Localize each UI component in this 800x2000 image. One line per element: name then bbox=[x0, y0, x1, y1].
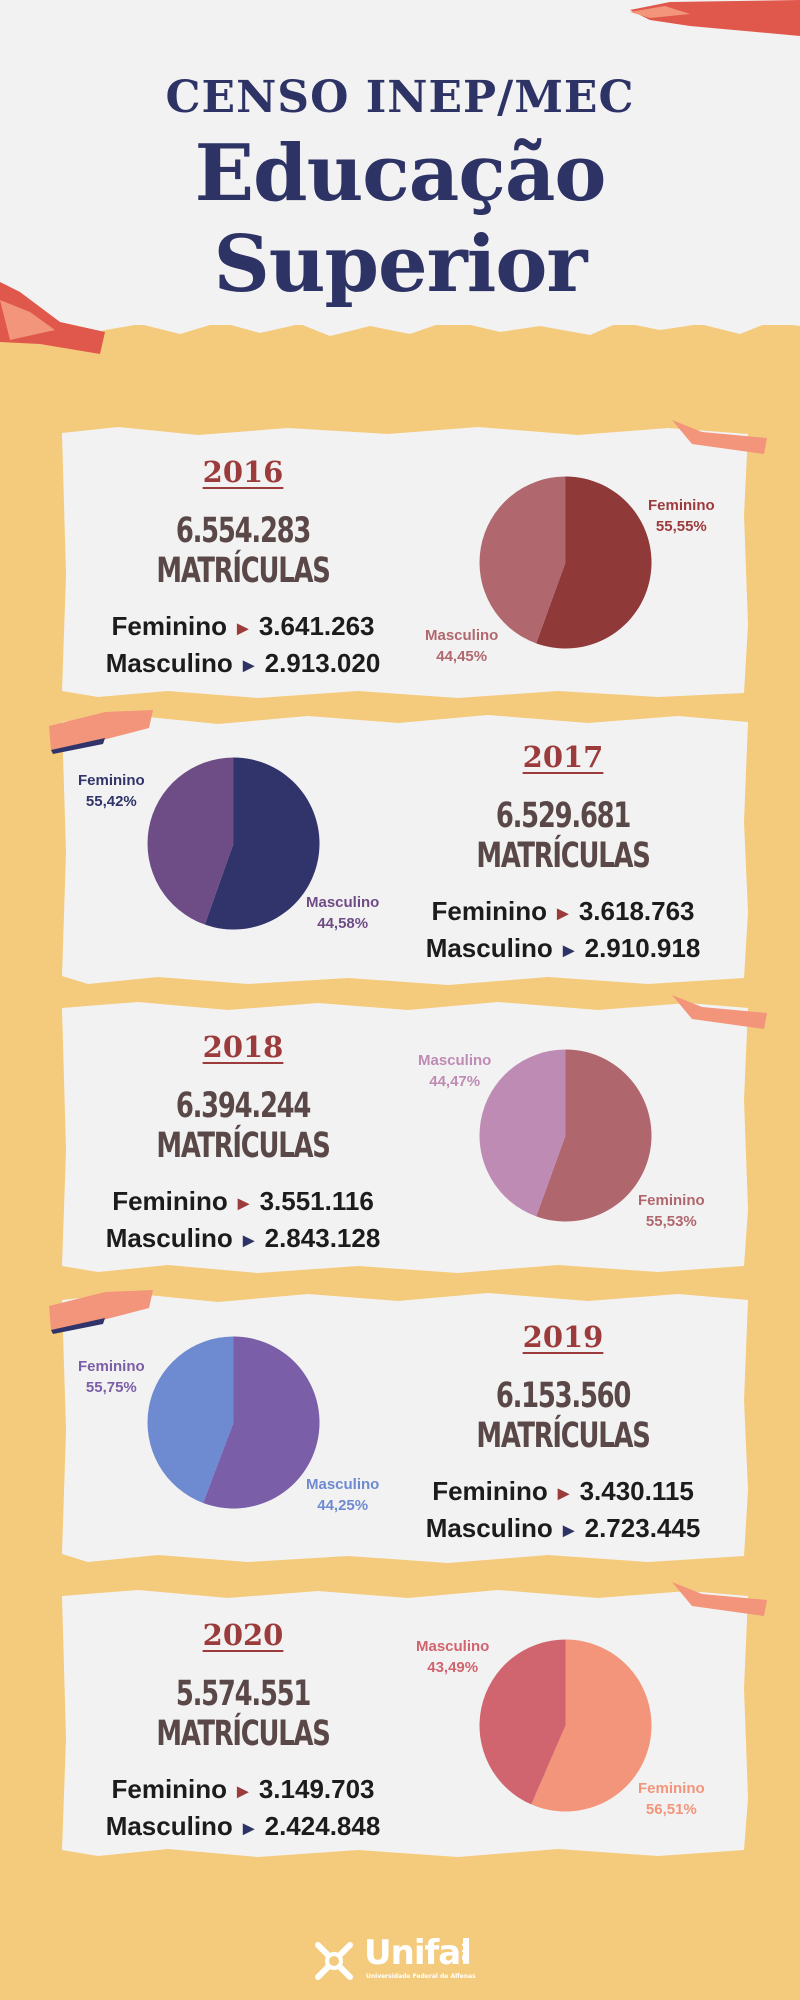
year-label: 2017 bbox=[522, 740, 604, 774]
card-2020: 2020 5.574.551 MATRÍCULAS Feminino ► 3.149… bbox=[58, 1588, 748, 1858]
arrow-right-icon: ► bbox=[238, 1818, 259, 1840]
arrow-right-icon: ► bbox=[233, 618, 253, 640]
total-enrollments: 5.574.551 MATRÍCULAS bbox=[156, 1674, 330, 1754]
female-label: Feminino bbox=[111, 1774, 228, 1804]
male-label: Masculino bbox=[105, 1223, 233, 1253]
gender-pie-chart bbox=[479, 476, 652, 649]
male-label: Masculino bbox=[105, 648, 233, 678]
pie-female-label: Feminino 55,42% bbox=[78, 772, 145, 810]
card-2018: 2018 6.394.244 MATRÍCULAS Feminino ► 3.551… bbox=[58, 1000, 748, 1275]
brush-stroke-decoration bbox=[672, 1582, 767, 1616]
arrow-right-icon: ► bbox=[553, 903, 573, 925]
year-label: 2016 bbox=[202, 455, 284, 489]
pie-slice-female bbox=[204, 757, 320, 930]
pie-male-label: Masculino 44,45% bbox=[425, 627, 499, 665]
arrow-right-icon: ► bbox=[238, 1230, 259, 1252]
card-2016: 2016 6.554.283 MATRÍCULAS Feminino ► 3.641… bbox=[58, 425, 748, 700]
brush-stroke-decoration bbox=[672, 995, 767, 1029]
total-enrollments: 6.153.560 MATRÍCULAS bbox=[476, 1376, 650, 1456]
pie-male-label: Masculino 44,25% bbox=[306, 1476, 380, 1514]
torn-paper-edge bbox=[0, 300, 800, 336]
logo-caption: Universidade Federal de Alfenas bbox=[366, 1973, 476, 1980]
pie-slice-female bbox=[536, 1049, 652, 1222]
arrow-right-icon: ► bbox=[558, 1520, 579, 1542]
pie-female-label: Feminino 55,53% bbox=[638, 1192, 705, 1230]
male-row: Masculino ► 2.843.128 bbox=[83, 1221, 403, 1258]
male-value: 2.910.918 bbox=[584, 933, 701, 963]
male-row: Masculino ► 2.424.848 bbox=[83, 1809, 403, 1846]
female-value: 3.551.116 bbox=[259, 1186, 374, 1216]
female-row: Feminino ► 3.551.116 bbox=[83, 1184, 403, 1221]
pie-slice-male bbox=[479, 476, 566, 644]
female-label: Feminino bbox=[432, 1476, 548, 1506]
arrow-right-icon: ► bbox=[558, 940, 579, 962]
pie-slice-male bbox=[479, 1639, 566, 1805]
total-enrollments: 6.554.283 MATRÍCULAS bbox=[156, 511, 330, 591]
female-value: 3.641.263 bbox=[258, 611, 375, 641]
female-row: Feminino ► 3.430.115 bbox=[403, 1474, 723, 1511]
pie-slice-male bbox=[147, 757, 234, 925]
male-row: Masculino ► 2.910.918 bbox=[403, 931, 723, 968]
arrow-right-icon: ► bbox=[553, 1483, 574, 1505]
male-value: 2.843.128 bbox=[264, 1223, 381, 1253]
pie-slice-male bbox=[479, 1049, 566, 1217]
year-label: 2020 bbox=[202, 1618, 284, 1652]
female-value: 3.430.115 bbox=[579, 1476, 694, 1506]
male-value: 2.913.020 bbox=[264, 648, 381, 678]
brush-stroke-decoration bbox=[49, 1290, 153, 1334]
male-label: Masculino bbox=[105, 1811, 233, 1841]
pie-male-label: Masculino 44,47% bbox=[418, 1052, 492, 1090]
female-value: 3.149.703 bbox=[258, 1774, 375, 1804]
pie-male-label: Masculino 43,49% bbox=[416, 1638, 490, 1676]
pie-slice-female bbox=[203, 1336, 320, 1509]
female-label: Feminino bbox=[111, 611, 228, 641]
gender-pie-chart bbox=[479, 1049, 652, 1222]
female-row: Feminino ► 3.618.763 bbox=[403, 894, 723, 931]
total-enrollments: 6.529.681 MATRÍCULAS bbox=[476, 796, 650, 876]
pie-female-label: Feminino 55,75% bbox=[78, 1358, 145, 1396]
arrow-right-icon: ► bbox=[233, 1781, 253, 1803]
female-label: Feminino bbox=[112, 1186, 228, 1216]
total-enrollments: 6.394.244 MATRÍCULAS bbox=[156, 1086, 330, 1166]
pie-slice-female bbox=[531, 1639, 652, 1812]
brush-stroke-decoration bbox=[49, 710, 153, 754]
logo-suffix: MG bbox=[459, 1943, 470, 1962]
female-row: Feminino ► 3.641.263 bbox=[83, 609, 403, 646]
pie-female-label: Feminino 56,51% bbox=[638, 1780, 705, 1818]
female-value: 3.618.763 bbox=[578, 896, 695, 926]
gender-pie-chart bbox=[479, 1639, 652, 1812]
male-value: 2.723.445 bbox=[584, 1513, 701, 1543]
year-label: 2019 bbox=[522, 1320, 604, 1354]
male-row: Masculino ► 2.913.020 bbox=[83, 646, 403, 683]
card-2019: Feminino 55,75% Masculino 44,25% 2019 6.15… bbox=[58, 1290, 748, 1565]
unifal-emblem-icon bbox=[315, 1942, 353, 1980]
female-row: Feminino ► 3.149.703 bbox=[83, 1772, 403, 1809]
pie-slice-female bbox=[536, 476, 652, 649]
brush-stroke-decoration bbox=[0, 282, 105, 354]
male-row: Masculino ► 2.723.445 bbox=[403, 1511, 723, 1548]
gender-pie-chart bbox=[147, 1336, 320, 1509]
male-value: 2.424.848 bbox=[264, 1811, 381, 1841]
header-subtitle: CENSO INEP/MEC bbox=[165, 72, 635, 123]
brush-stroke-decoration bbox=[672, 420, 767, 454]
gender-pie-chart bbox=[147, 757, 320, 930]
brush-stroke-decoration bbox=[630, 0, 800, 36]
unifal-logo: Unifal MG Universidade Federal de Alfena… bbox=[310, 1933, 490, 1985]
pie-male-label: Masculino 44,58% bbox=[306, 894, 380, 932]
arrow-right-icon: ► bbox=[238, 655, 259, 677]
arrow-right-icon: ► bbox=[233, 1193, 254, 1215]
male-label: Masculino bbox=[425, 1513, 553, 1543]
pie-slice-male bbox=[147, 1336, 234, 1503]
year-label: 2018 bbox=[202, 1030, 284, 1064]
page-title: Educação Superior bbox=[194, 128, 607, 310]
female-label: Feminino bbox=[431, 896, 548, 926]
male-label: Masculino bbox=[425, 933, 553, 963]
card-2017: Feminino 55,42% Masculino 44,58% 2017 6.52… bbox=[58, 712, 748, 987]
pie-female-label: Feminino 55,55% bbox=[648, 497, 715, 535]
logo-wordmark: Unifal bbox=[364, 1933, 472, 1973]
header-area bbox=[0, 0, 800, 340]
